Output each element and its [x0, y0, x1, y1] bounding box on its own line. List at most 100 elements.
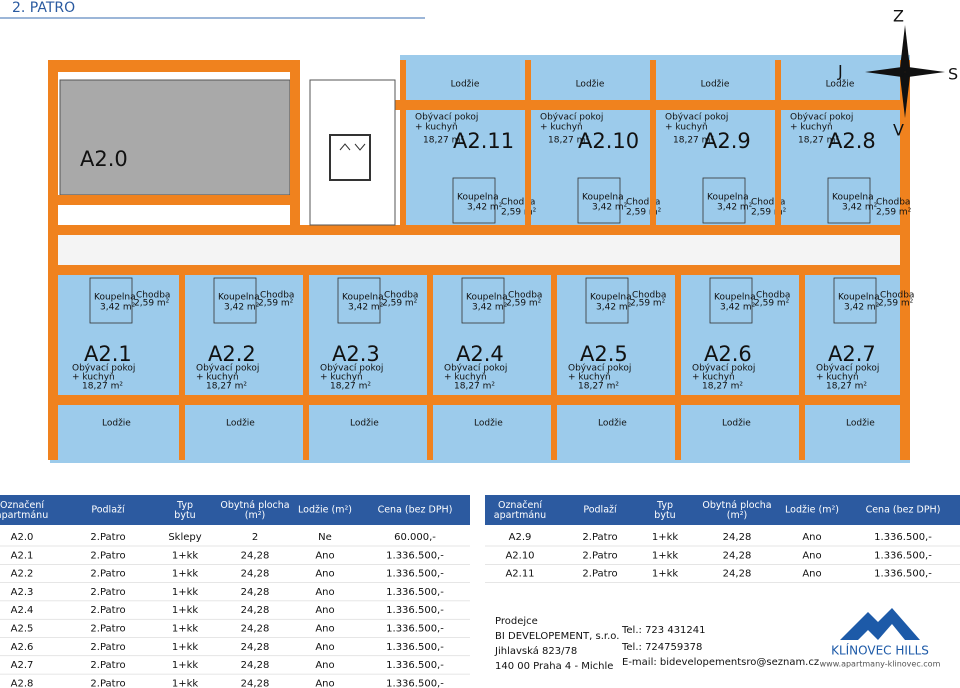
wall [525, 60, 531, 230]
room-living: Obývací pokoj [320, 364, 383, 374]
room-living: Obývací pokoj [72, 364, 135, 374]
wall [300, 225, 910, 235]
table-cell: A2.9 [509, 532, 532, 543]
room-area: 2,59 m² [876, 208, 912, 218]
table-cell: 2.Patro [90, 624, 125, 635]
table-cell: Ano [315, 642, 334, 653]
table-cell: 2.Patro [90, 587, 125, 598]
room-hall: Chodba [260, 291, 294, 301]
table-cell: 24,28 [723, 550, 752, 561]
table-cell: 2 [252, 532, 258, 543]
table-cell: 2.Patro [582, 532, 617, 543]
room-area: 3,42 m² [592, 203, 628, 213]
room-living: Obývací pokoj [665, 113, 728, 123]
wall [48, 225, 300, 235]
room-hall: Chodba [632, 291, 666, 301]
room-bath: Koupelna [707, 193, 749, 203]
room-area: 2,59 m² [751, 208, 787, 218]
table-cell: 1.336.500,- [386, 569, 444, 580]
balcony: Lodžie [722, 419, 751, 429]
table-cell: 2.Patro [582, 550, 617, 561]
header-cell: Lodžie (m²) [785, 505, 839, 516]
compass-s: V [893, 121, 904, 140]
room-hall: Chodba [508, 291, 542, 301]
table-cell: 24,28 [241, 624, 270, 635]
bathroom [213, 277, 257, 324]
room-bath: Koupelna [838, 293, 880, 303]
balcony: Lodžie [451, 80, 480, 90]
logo-url: www.apartmany-klinovec.com [820, 660, 941, 669]
table-cell: 1.336.500,- [874, 550, 932, 561]
unit-id: A2.8 [828, 129, 876, 153]
table-cell: 24,28 [241, 660, 270, 671]
table-cell: 24,28 [723, 532, 752, 543]
unit-id: A2.4 [456, 342, 504, 366]
table-header [0, 495, 470, 525]
table-cell: 1+kk [172, 550, 199, 561]
bathroom [585, 277, 629, 324]
wall [400, 60, 406, 230]
table-cell: Ne [318, 532, 332, 543]
wall [179, 270, 185, 460]
header-cell: Označení apartmánu [494, 500, 546, 521]
room-bath: Koupelna [218, 293, 260, 303]
table-cell: Ano [315, 587, 334, 598]
table-cell: 1.336.500,- [386, 587, 444, 598]
room-living: + kuchyň [568, 372, 611, 383]
table-cell: 2.Patro [582, 569, 617, 580]
balcony: Lodžie [350, 419, 379, 429]
balcony: Lodžie [598, 419, 627, 429]
room-hall: Chodba [756, 291, 790, 301]
table-cell: A2.6 [11, 642, 34, 653]
room-area: 18,27 m² [798, 136, 839, 146]
room-area: 3,42 m² [224, 303, 260, 313]
room-area: 18,27 m² [423, 136, 464, 146]
bathroom [709, 277, 753, 324]
table-cell: 1.336.500,- [386, 550, 444, 561]
room-living: + kuchyň [665, 122, 708, 133]
bathroom [577, 177, 621, 224]
bathroom [461, 277, 505, 324]
table-cell: 24,28 [241, 605, 270, 616]
table-cell: 1.336.500,- [386, 660, 444, 671]
table-cell: Ano [315, 624, 334, 635]
elevator [329, 134, 371, 181]
room-living: + kuchyň [320, 372, 363, 383]
table-cell: A2.11 [505, 569, 534, 580]
room-living: Obývací pokoj [568, 364, 631, 374]
table-cell: 24,28 [241, 587, 270, 598]
room-bath: Koupelna [342, 293, 384, 303]
title: 2. PATRO [12, 0, 75, 16]
table-cell: 24,28 [241, 642, 270, 653]
contact-email: E-mail: bidevelopementsro@seznam.cz [622, 657, 819, 668]
room-area: 3,42 m² [720, 303, 756, 313]
table-cell: 1+kk [172, 605, 199, 616]
balcony: Lodžie [846, 419, 875, 429]
bathroom [827, 177, 871, 224]
contact-tel: Tel.: 723 431241 [621, 625, 706, 636]
room-bath: Koupelna [466, 293, 508, 303]
table-cell: 2.Patro [90, 660, 125, 671]
header-cell: Typ bytu [654, 500, 675, 521]
wall [900, 60, 910, 460]
header-cell: Obytná plocha (m²) [220, 500, 289, 521]
header-cell: Cena (bez DPH) [866, 505, 941, 516]
room-area: 2,59 m² [258, 299, 294, 309]
table-cell: 1+kk [652, 532, 679, 543]
table-cell: 2.Patro [90, 605, 125, 616]
balcony: Lodžie [474, 419, 503, 429]
room-area: 18,27 m² [330, 382, 371, 392]
corridor [50, 233, 910, 268]
wall [675, 270, 681, 460]
table-cell: 1.336.500,- [874, 569, 932, 580]
bathroom [337, 277, 381, 324]
room-living: + kuchyň [72, 372, 115, 383]
room-area: 18,27 m² [673, 136, 714, 146]
table-cell: 24,28 [723, 569, 752, 580]
table-cell: A2.1 [11, 550, 34, 561]
room-area: 3,42 m² [348, 303, 384, 313]
bathroom [452, 177, 496, 224]
table-cell: Ano [315, 550, 334, 561]
table-cell: 1+kk [172, 624, 199, 635]
table-cell: 1+kk [172, 587, 199, 598]
